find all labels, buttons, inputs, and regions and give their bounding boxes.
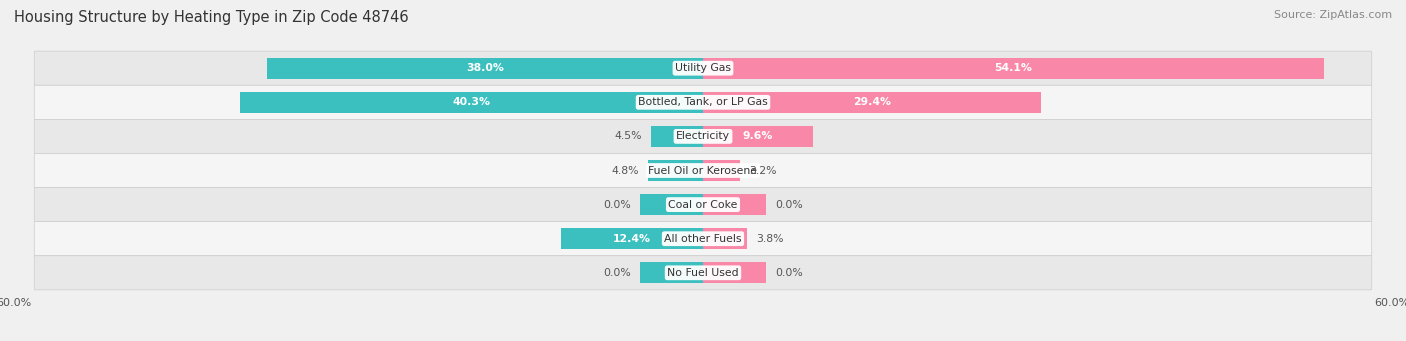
FancyBboxPatch shape bbox=[34, 256, 1372, 290]
Text: 9.6%: 9.6% bbox=[742, 131, 773, 142]
Text: Fuel Oil or Kerosene: Fuel Oil or Kerosene bbox=[648, 165, 758, 176]
Bar bbox=[703, 92, 1040, 113]
Text: Bottled, Tank, or LP Gas: Bottled, Tank, or LP Gas bbox=[638, 97, 768, 107]
FancyBboxPatch shape bbox=[34, 51, 1372, 85]
Bar bbox=[703, 58, 1324, 79]
Text: 40.3%: 40.3% bbox=[453, 97, 491, 107]
Text: 29.4%: 29.4% bbox=[853, 97, 891, 107]
Text: 54.1%: 54.1% bbox=[994, 63, 1032, 73]
Bar bbox=[703, 160, 740, 181]
Bar bbox=[703, 262, 766, 283]
Text: Source: ZipAtlas.com: Source: ZipAtlas.com bbox=[1274, 10, 1392, 20]
Bar bbox=[703, 194, 766, 215]
Text: 0.0%: 0.0% bbox=[603, 199, 631, 210]
Text: Housing Structure by Heating Type in Zip Code 48746: Housing Structure by Heating Type in Zip… bbox=[14, 10, 409, 25]
Bar bbox=[703, 228, 747, 249]
FancyBboxPatch shape bbox=[34, 188, 1372, 222]
FancyBboxPatch shape bbox=[34, 153, 1372, 188]
FancyBboxPatch shape bbox=[34, 85, 1372, 119]
Bar bbox=[703, 126, 813, 147]
Text: 0.0%: 0.0% bbox=[775, 268, 803, 278]
Bar bbox=[640, 194, 703, 215]
Text: 0.0%: 0.0% bbox=[603, 268, 631, 278]
Bar bbox=[648, 160, 703, 181]
Bar bbox=[640, 262, 703, 283]
Bar bbox=[561, 228, 703, 249]
Text: All other Fuels: All other Fuels bbox=[664, 234, 742, 244]
FancyBboxPatch shape bbox=[34, 119, 1372, 153]
Text: 4.8%: 4.8% bbox=[612, 165, 638, 176]
Bar bbox=[651, 126, 703, 147]
Text: No Fuel Used: No Fuel Used bbox=[668, 268, 738, 278]
Text: Utility Gas: Utility Gas bbox=[675, 63, 731, 73]
Text: Coal or Coke: Coal or Coke bbox=[668, 199, 738, 210]
Text: 4.5%: 4.5% bbox=[614, 131, 643, 142]
Text: 0.0%: 0.0% bbox=[775, 199, 803, 210]
Text: 12.4%: 12.4% bbox=[613, 234, 651, 244]
Text: 38.0%: 38.0% bbox=[465, 63, 503, 73]
Bar bbox=[267, 58, 703, 79]
Text: 3.2%: 3.2% bbox=[749, 165, 776, 176]
FancyBboxPatch shape bbox=[34, 222, 1372, 256]
Text: 3.8%: 3.8% bbox=[756, 234, 783, 244]
Bar bbox=[240, 92, 703, 113]
Text: Electricity: Electricity bbox=[676, 131, 730, 142]
